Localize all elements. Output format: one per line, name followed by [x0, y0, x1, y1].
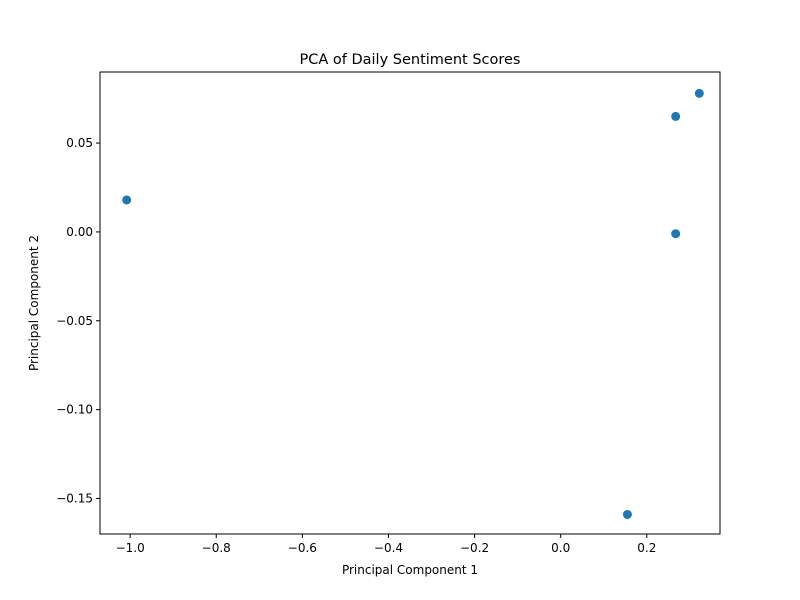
x-tick-label: 0.0: [551, 541, 570, 555]
x-tick-label: −0.2: [460, 541, 489, 555]
x-tick-label: 0.2: [637, 541, 656, 555]
y-tick-label: 0.00: [66, 225, 93, 239]
y-axis-label: Principal Component 2: [27, 235, 41, 371]
x-axis-label: Principal Component 1: [342, 563, 478, 577]
x-tick-label: −0.6: [288, 541, 317, 555]
scatter-point: [671, 111, 681, 121]
y-tick-label: −0.05: [56, 314, 93, 328]
y-tick-label: −0.10: [56, 403, 93, 417]
y-tick-label: −0.15: [56, 491, 93, 505]
plot-area: −1.0 −0.8 −0.6 −0.4 −0.2 0.0 0.2 −0.15−0.10−0.…: [56, 71, 721, 555]
scatter-point: [694, 88, 704, 98]
x-tick-label: −0.4: [374, 541, 403, 555]
x-tick-label: −0.8: [202, 541, 231, 555]
chart-title: PCA of Daily Sentiment Scores: [299, 52, 520, 68]
scatter-point: [622, 509, 632, 519]
x-tick-label: −1.0: [116, 541, 145, 555]
scatter-points: [122, 88, 704, 519]
y-tick-label: 0.05: [66, 136, 93, 150]
scatter-point: [671, 229, 681, 239]
scatter-point: [122, 195, 132, 205]
y-axis: −0.15 −0.10 −0.05 0.00 0.05: [56, 136, 100, 505]
plot-frame: [99, 71, 721, 535]
x-axis: −1.0 −0.8 −0.6 −0.4 −0.2 0.0 0.2: [116, 534, 656, 555]
